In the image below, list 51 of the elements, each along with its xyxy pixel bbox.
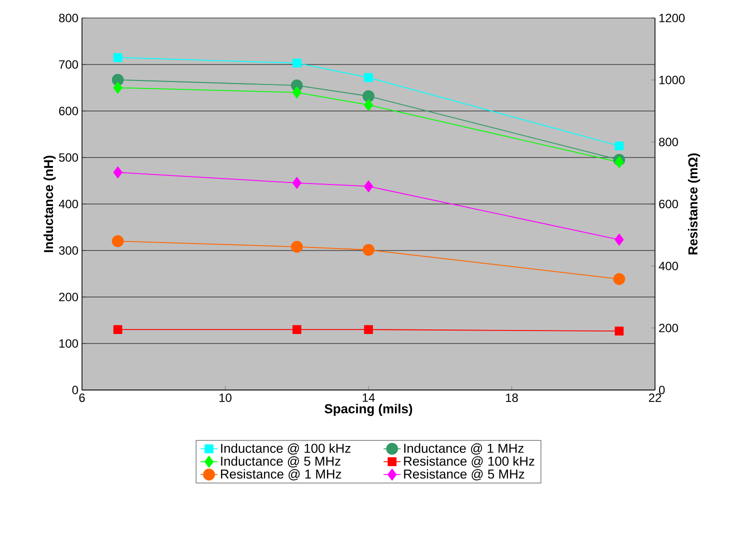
y-tick-label: 400 [58,200,78,208]
point [113,166,122,178]
x-tick-label: 22 [648,394,662,402]
point [364,180,374,192]
legend-label: Resistance @ 5 MHz [404,469,524,480]
point [112,235,124,248]
point [113,53,122,62]
point [113,82,122,94]
point [362,90,374,102]
point [362,244,374,256]
y-tick-label: 100 [59,339,78,348]
x-axis-title: Spacing (mils) [324,404,412,416]
y-tick-label: 500 [59,153,78,162]
y2-tick-label: 800 [659,138,678,146]
legend-label: Resistance @ 1 MHz [221,469,342,480]
y-tick-label: 600 [59,106,78,116]
point [614,326,624,336]
y-tick-label: 0 [72,386,78,394]
point [614,156,624,168]
point [364,99,374,111]
point [113,325,122,334]
point [364,325,373,334]
legend-label: Inductance @ 100 kHz [221,443,350,455]
point [290,240,303,253]
x-tick-label: 18 [506,394,518,402]
y-tick-label: 800 [59,14,78,22]
x-tick-label: 14 [362,394,375,402]
y2-tick-label: 1200 [659,14,685,22]
point [364,73,373,82]
legend-label: Resistance @ 100 kHz [404,456,534,468]
y2-tick-label: 1000 [659,76,685,84]
x-tick-label: 6 [79,394,85,402]
point [614,234,624,246]
point [292,176,302,189]
legend-label: Inductance @ 5 MHz [221,456,340,468]
legend-label: Inductance @ 1 MHz [404,443,524,455]
y-tick-label: 200 [59,292,78,302]
y-tick-label: 700 [59,60,78,69]
point [292,58,302,68]
y2-axis-title: Resistance (mΩ) [688,153,700,254]
point [292,325,302,334]
point [292,86,302,98]
y2-tick-label: 600 [659,200,678,208]
x-tick-label: 10 [220,394,232,402]
y-axis-title: Inductance (nH) [44,156,56,252]
point [614,141,624,150]
y2-tick-label: 400 [658,262,678,270]
point [613,273,626,285]
y-tick-label: 300 [58,246,78,255]
y2-tick-label: 0 [658,386,665,394]
y2-tick-label: 200 [659,324,678,332]
